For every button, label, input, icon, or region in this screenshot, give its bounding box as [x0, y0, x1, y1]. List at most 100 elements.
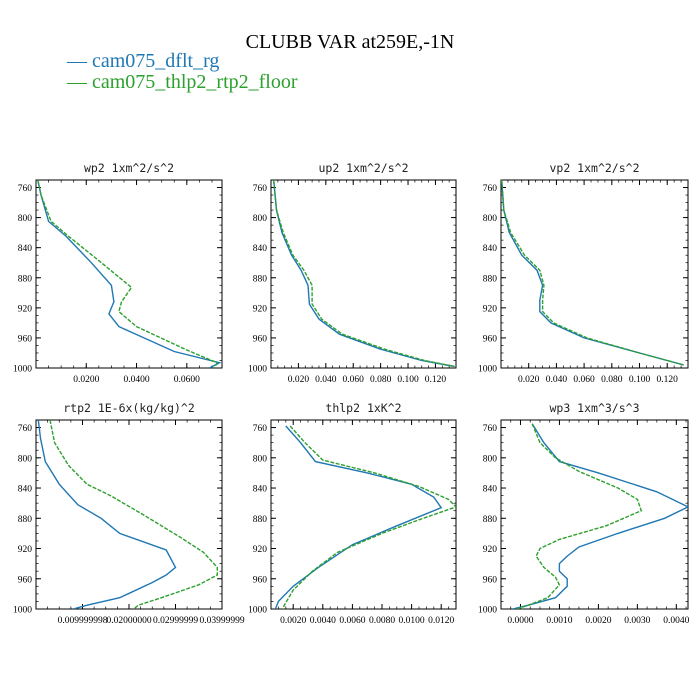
x-tick-label: 0.0080 — [369, 616, 395, 626]
y-tick-label: 960 — [18, 575, 33, 585]
y-tick-label: 840 — [483, 485, 498, 495]
x-tick-label: 0.02000000 — [106, 616, 151, 626]
y-tick-label: 760 — [18, 424, 33, 434]
x-tick-label: 0.040 — [546, 375, 568, 385]
y-tick-label: 800 — [253, 454, 268, 464]
series-line-floor — [273, 180, 455, 368]
x-tick-label: 0.080 — [601, 375, 623, 385]
series-line-dflt — [274, 425, 443, 609]
panel-title: wp3 1xm^3/s^3 — [549, 401, 639, 415]
series-line-dflt — [37, 180, 222, 368]
series-line-dflt — [512, 423, 688, 609]
x-tick-label: 0.0060 — [339, 616, 365, 626]
y-tick-label: 840 — [18, 485, 33, 495]
y-tick-label: 920 — [253, 545, 268, 555]
series-line-dflt — [37, 420, 177, 609]
series-line-floor — [516, 423, 643, 609]
y-tick-label: 880 — [18, 274, 33, 284]
y-tick-label: 880 — [483, 515, 498, 525]
x-tick-label: 0.0010 — [546, 616, 572, 626]
y-tick-label: 760 — [18, 184, 33, 194]
x-tick-label: 0.0200 — [73, 375, 99, 385]
x-tick-label: 0.0100 — [399, 616, 425, 626]
panel-frame — [270, 419, 457, 610]
panel-title: up2 1xm^2/s^2 — [318, 161, 408, 175]
panel-5: wp3 1xm^3/s^3 760 800 840 880 920 960 1000 0.000… — [478, 401, 690, 626]
y-tick-label: 800 — [483, 454, 498, 464]
y-tick-label: 840 — [253, 485, 268, 495]
y-tick-label: 880 — [18, 515, 33, 525]
panel-0: wp2 1xm^2/s^2 760 800 840 880 920 960 1000 0.020… — [13, 161, 223, 385]
y-tick-label: 880 — [483, 274, 498, 284]
x-tick-label: 0.060 — [343, 375, 365, 385]
panel-2: vp2 1xm^2/s^2 760 800 840 880 920 960 1000 0.020… — [478, 161, 689, 385]
figure-title: CLUBB VAR at259E,-1N — [245, 31, 455, 53]
series-line-dflt — [273, 180, 455, 368]
x-tick-label: 0.080 — [370, 375, 392, 385]
x-tick-label: 0.020 — [518, 375, 540, 385]
y-tick-label: 760 — [483, 184, 498, 194]
panel-frame — [35, 419, 223, 610]
y-tick-label: 920 — [18, 304, 33, 314]
x-tick-label: 0.020 — [288, 375, 310, 385]
x-tick-label: 0.0030 — [624, 616, 650, 626]
panel-4: thlp2 1xK^2 760 800 840 880 920 960 1000 0.0020 0… — [248, 401, 457, 626]
x-tick-label: 0.0600 — [174, 375, 200, 385]
x-tick-label: 0.100 — [397, 375, 419, 385]
panel-title: rtp2 1E-6x(kg/kg)^2 — [63, 401, 195, 415]
y-tick-label: 1000 — [248, 606, 267, 616]
x-tick-label: 0.100 — [629, 375, 651, 385]
panel-frame — [270, 179, 457, 369]
y-tick-label: 760 — [253, 424, 268, 434]
series-line-dflt — [501, 180, 684, 366]
y-tick-label: 800 — [18, 454, 33, 464]
y-tick-label: 1000 — [13, 365, 32, 375]
panel-frame — [500, 179, 689, 369]
y-tick-label: 800 — [18, 214, 33, 224]
y-tick-label: 840 — [253, 244, 268, 254]
panel-frame — [35, 179, 223, 369]
y-tick-label: 1000 — [13, 606, 32, 616]
y-tick-label: 760 — [253, 184, 268, 194]
x-tick-label: 0.0020 — [585, 616, 611, 626]
panel-3: rtp2 1E-6x(kg/kg)^2 760 800 840 880 920 960 100… — [13, 401, 245, 626]
panel-frame — [500, 419, 689, 610]
y-tick-label: 960 — [483, 334, 498, 344]
y-tick-label: 880 — [253, 515, 268, 525]
y-tick-label: 760 — [483, 424, 498, 434]
panel-title: thlp2 1xK^2 — [325, 401, 401, 415]
legend-entry-floor: — cam075_thlp2_rtp2_floor — [67, 71, 298, 93]
y-tick-label: 920 — [483, 304, 498, 314]
y-tick-label: 920 — [483, 545, 498, 555]
series-line-floor — [49, 420, 218, 609]
legend-entry-dflt: — cam075_dflt_rg — [67, 50, 220, 72]
x-tick-label: 0.02999999 — [153, 616, 198, 626]
y-tick-label: 1000 — [478, 606, 497, 616]
y-tick-label: 880 — [253, 274, 268, 284]
x-tick-label: 0.0000 — [507, 616, 533, 626]
x-tick-label: 0.0040 — [310, 616, 336, 626]
y-tick-label: 840 — [18, 244, 33, 254]
x-tick-label: 0.03999999 — [199, 616, 244, 626]
panel-title: vp2 1xm^2/s^2 — [549, 161, 639, 175]
x-tick-label: 0.040 — [315, 375, 337, 385]
y-tick-label: 800 — [483, 214, 498, 224]
x-tick-label: 0.009999998 — [58, 616, 108, 626]
panel-title: wp2 1xm^2/s^2 — [84, 161, 174, 175]
y-tick-label: 960 — [253, 575, 268, 585]
x-tick-label: 0.0040 — [663, 616, 689, 626]
y-tick-label: 1000 — [478, 365, 497, 375]
x-tick-label: 0.120 — [657, 375, 679, 385]
series-line-floor — [501, 180, 684, 366]
y-tick-label: 960 — [18, 334, 33, 344]
panel-1: up2 1xm^2/s^2 760 800 840 880 920 960 1000 0.020… — [248, 161, 457, 385]
y-tick-label: 920 — [18, 545, 33, 555]
x-tick-label: 0.0120 — [428, 616, 454, 626]
y-tick-label: 960 — [483, 575, 498, 585]
x-tick-label: 0.060 — [573, 375, 595, 385]
x-tick-label: 0.120 — [425, 375, 447, 385]
x-tick-label: 0.0400 — [123, 375, 149, 385]
y-tick-label: 920 — [253, 304, 268, 314]
y-tick-label: 1000 — [248, 365, 267, 375]
